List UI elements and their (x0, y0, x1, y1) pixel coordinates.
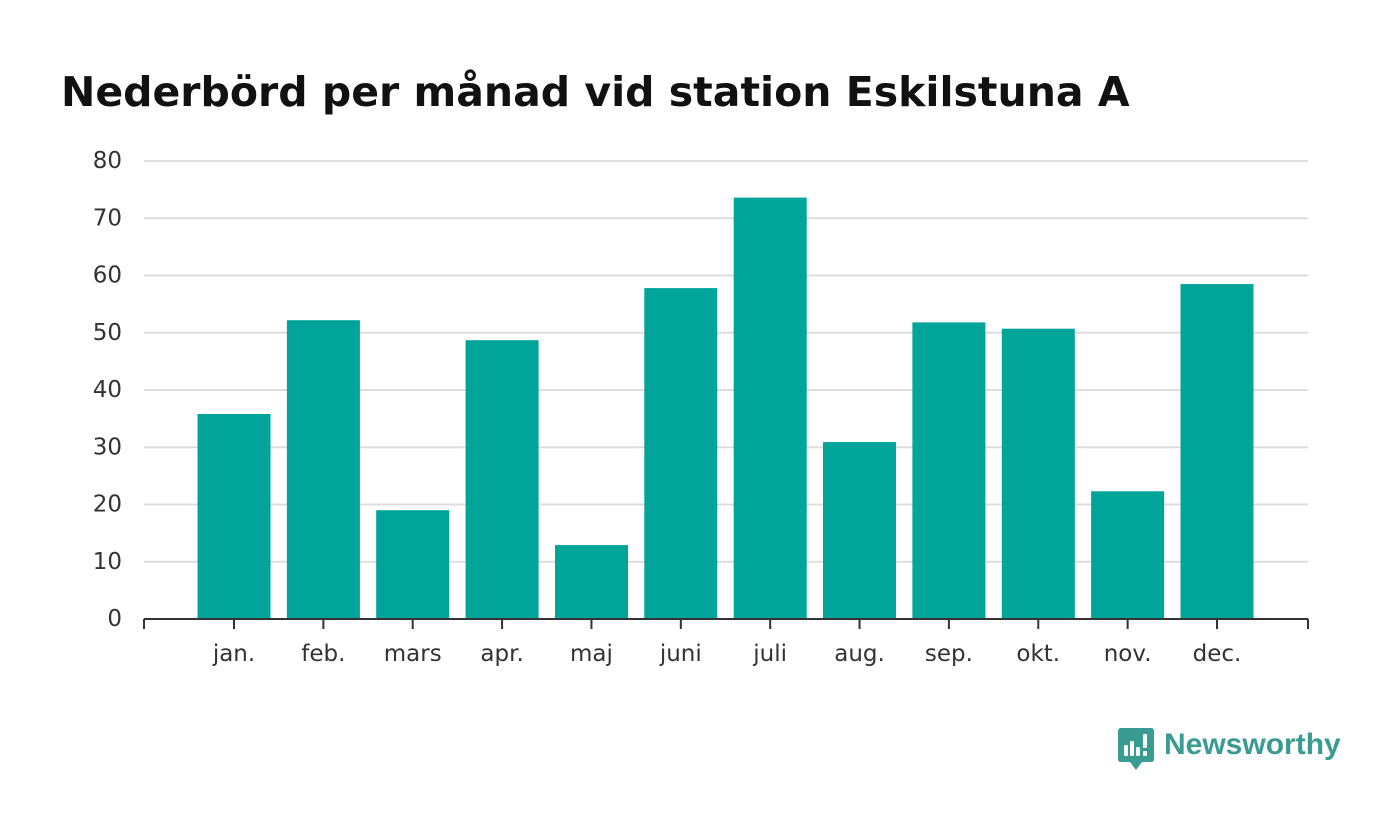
logo-text: Newsworthy (1164, 728, 1341, 761)
x-tick-label: apr. (480, 641, 523, 667)
bar-apr (465, 340, 539, 619)
y-tick-label: 60 (93, 263, 122, 289)
bar-mars (376, 510, 450, 619)
y-tick-label: 30 (93, 434, 122, 460)
bar-dec (1180, 284, 1254, 619)
x-tick-label: juni (659, 641, 702, 667)
x-tick-label: jan. (212, 641, 255, 667)
x-tick-label: dec. (1193, 641, 1242, 667)
y-axis-tick-labels: 0 10 20 30 40 50 60 70 80 (93, 148, 122, 632)
y-tick-label: 0 (107, 606, 122, 632)
y-tick-label: 40 (93, 377, 122, 403)
x-tick-label: feb. (301, 641, 345, 667)
bar-aug (823, 442, 896, 619)
x-tick-label: juli (752, 641, 787, 667)
newsworthy-logo: Newsworthy (1118, 728, 1341, 772)
bar-juli (733, 197, 807, 619)
bar-nov (1091, 491, 1165, 619)
y-tick-label: 10 (93, 549, 122, 575)
bar-okt (1001, 328, 1075, 619)
x-tick-label: mars (384, 641, 442, 667)
bars (197, 197, 1254, 619)
y-tick-label: 80 (93, 148, 122, 174)
x-axis (143, 618, 1309, 629)
y-tick-label: 70 (93, 205, 122, 231)
x-tick-label: aug. (834, 641, 885, 667)
x-tick-label: maj (570, 641, 613, 667)
bar-juni (644, 288, 718, 619)
y-tick-label: 20 (93, 492, 122, 518)
x-axis-tick-labels: jan. feb. mars apr. maj juni juli aug. sep. okt. n… (212, 641, 1242, 667)
bar-maj (555, 545, 628, 619)
newsworthy-logo-icon (1118, 728, 1154, 770)
x-tick-label: okt. (1016, 641, 1060, 667)
chart-title: Nederbörd per månad vid station Eskilstu… (61, 68, 1130, 116)
x-tick-label: sep. (925, 641, 973, 667)
bar-feb (286, 320, 360, 619)
y-tick-label: 50 (93, 320, 122, 346)
x-tick-label: nov. (1104, 641, 1152, 667)
bar-sep (912, 322, 986, 619)
bar-jan (197, 414, 271, 619)
